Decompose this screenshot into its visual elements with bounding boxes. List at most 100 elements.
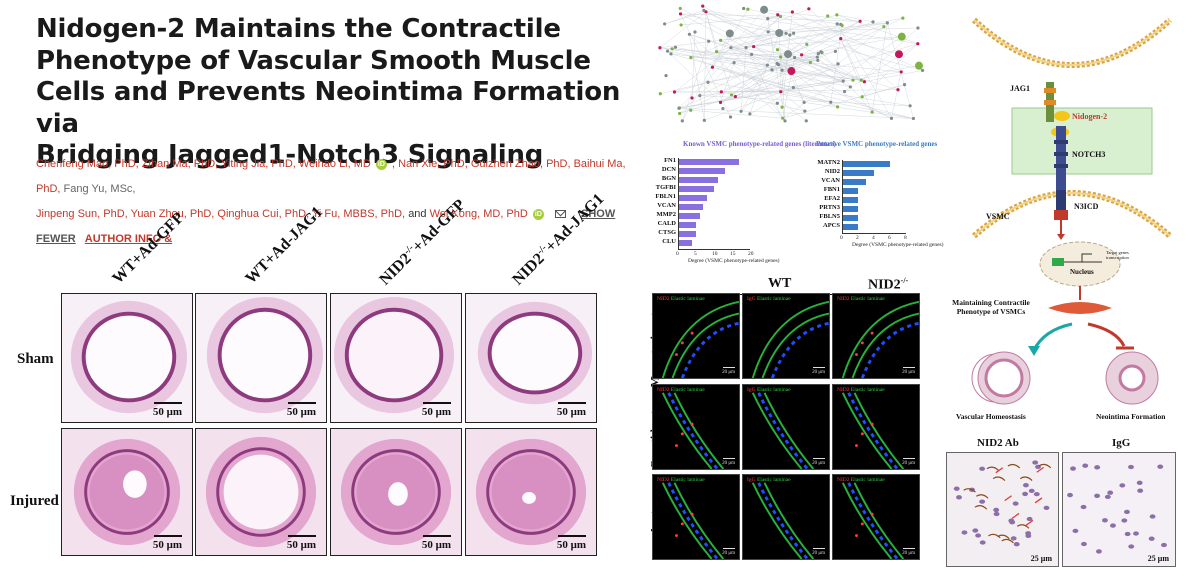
channel-label: IgG Elastic laminae (747, 477, 791, 483)
mechanism-schematic: JAG1 Nidogen-2 NOTCH3 VSMC N3ICD Nucleus… (944, 0, 1200, 440)
network-node (665, 49, 670, 53)
group-label-nid2: NID2-/- (868, 276, 909, 293)
bar (678, 195, 707, 201)
scale-label: 20 μm (812, 551, 825, 556)
orcid-icon[interactable]: iD (532, 208, 544, 220)
network-node (894, 50, 903, 59)
network-node (766, 17, 770, 21)
network-node (698, 94, 702, 98)
network-node (899, 70, 903, 74)
network-node (664, 74, 668, 78)
mail-icon[interactable] (554, 210, 566, 219)
network-node (775, 101, 779, 105)
tick-label: 2 (856, 235, 859, 241)
bar (842, 188, 858, 194)
scale-label: 20 μm (902, 370, 915, 375)
network-node (800, 53, 804, 57)
network-node (815, 55, 819, 59)
tick-label: 8 (904, 235, 907, 241)
scale-bar (723, 458, 735, 459)
bar (842, 206, 858, 212)
gene-label: BGN (661, 175, 676, 182)
network-node (911, 116, 916, 121)
network-graph (648, 0, 940, 128)
network-node (742, 6, 746, 11)
network-svg (658, 4, 925, 123)
network-node (687, 32, 692, 36)
author-names[interactable]: Jinpeng Sun, PhD, Yuan Zhou, PhD, Qinghu… (36, 208, 406, 220)
scale-bar (423, 402, 451, 404)
author-info-link[interactable]: AUTHOR INFO & (84, 233, 173, 245)
tick-label: 4 (872, 235, 875, 241)
bar (678, 204, 704, 210)
author-names[interactable]: Wei Kong, MD, PhD (429, 208, 528, 220)
network-node (833, 49, 838, 54)
network-node (689, 108, 693, 112)
network-node (765, 63, 769, 67)
network-node (719, 90, 723, 94)
network-node (746, 7, 750, 11)
scale-label: 20 μm (902, 461, 915, 466)
target-label: Target genes transcription (1106, 250, 1129, 260)
he-panel-sham-wt-jag1: 50 μm (195, 293, 327, 423)
author-names[interactable]: , Nan Xie, PhD, Guizhen Zhao, PhD, Baihu… (36, 158, 626, 195)
jag1-label: JAG1 (1010, 84, 1030, 93)
nucleus-label: Nucleus (1070, 268, 1094, 276)
network-node (678, 12, 683, 16)
group-label-wt: WT (768, 276, 792, 291)
scale-label: 20 μm (722, 370, 735, 375)
scale-bar (288, 402, 316, 404)
chart-title: Known VSMC phenotype-related genes (lite… (683, 140, 836, 148)
network-node (775, 48, 780, 52)
scale-bar (813, 367, 825, 368)
scale-bar (423, 535, 451, 537)
network-node (678, 6, 682, 11)
tick-label: 10 (712, 251, 718, 257)
network-node (739, 109, 743, 113)
gene-label: CTSG (658, 229, 676, 236)
scale-bar (903, 458, 915, 459)
network-node (744, 45, 748, 50)
scale-bar (558, 535, 586, 537)
bar (842, 161, 890, 167)
gene-label: EFA2 (824, 195, 840, 202)
network-node (707, 39, 711, 43)
author-names[interactable]: Chenfeng Mao, PhD, Zihan Ma, PhD, Yiting… (36, 158, 371, 170)
if-panel: IgG Elastic laminae 20 μm (742, 384, 830, 470)
network-node (719, 38, 723, 42)
network-node (725, 29, 734, 38)
network-node (733, 95, 737, 99)
paper-title: Nidogen-2 Maintains the Contractile Phen… (36, 14, 626, 172)
he-panel-sham-nid2-jag1: 50 μm (465, 293, 597, 423)
network-node (803, 109, 807, 113)
nidogen-label: Nidogen-2 (1072, 112, 1108, 121)
channel-label: NID2 Elastic laminae (837, 387, 885, 393)
network-node (836, 105, 840, 109)
network-node (920, 68, 925, 72)
scale-bar (813, 548, 825, 549)
vsmc-label: VSMC (986, 212, 1010, 221)
scale-bar (558, 402, 586, 404)
if-panel: NID2 Elastic laminae 20 μm (652, 474, 740, 560)
network-node (701, 4, 705, 8)
gene-label: CLU (662, 238, 676, 245)
bar (678, 168, 725, 174)
gene-label: FN1 (664, 157, 676, 164)
network-node (770, 68, 774, 72)
arrow-marker (995, 467, 1004, 474)
if-panel: IgG Elastic laminae 20 μm (742, 474, 830, 560)
network-node (748, 112, 752, 116)
show-fewer-link[interactable]: SHOW FEWER (36, 208, 616, 245)
network-node (678, 111, 682, 116)
bar (842, 224, 858, 230)
bar (678, 186, 714, 192)
gene-label: MMP2 (656, 211, 677, 218)
channel-label: NID2 Elastic laminae (837, 296, 885, 302)
scale-label: 50 μm (152, 539, 182, 551)
gene-label: FBN1 (823, 186, 840, 193)
scale-label: 20 μm (902, 551, 915, 556)
bar (678, 240, 693, 246)
schematic-svg (971, 17, 1173, 405)
network-node (826, 14, 830, 18)
orcid-icon[interactable]: iD (375, 158, 387, 170)
